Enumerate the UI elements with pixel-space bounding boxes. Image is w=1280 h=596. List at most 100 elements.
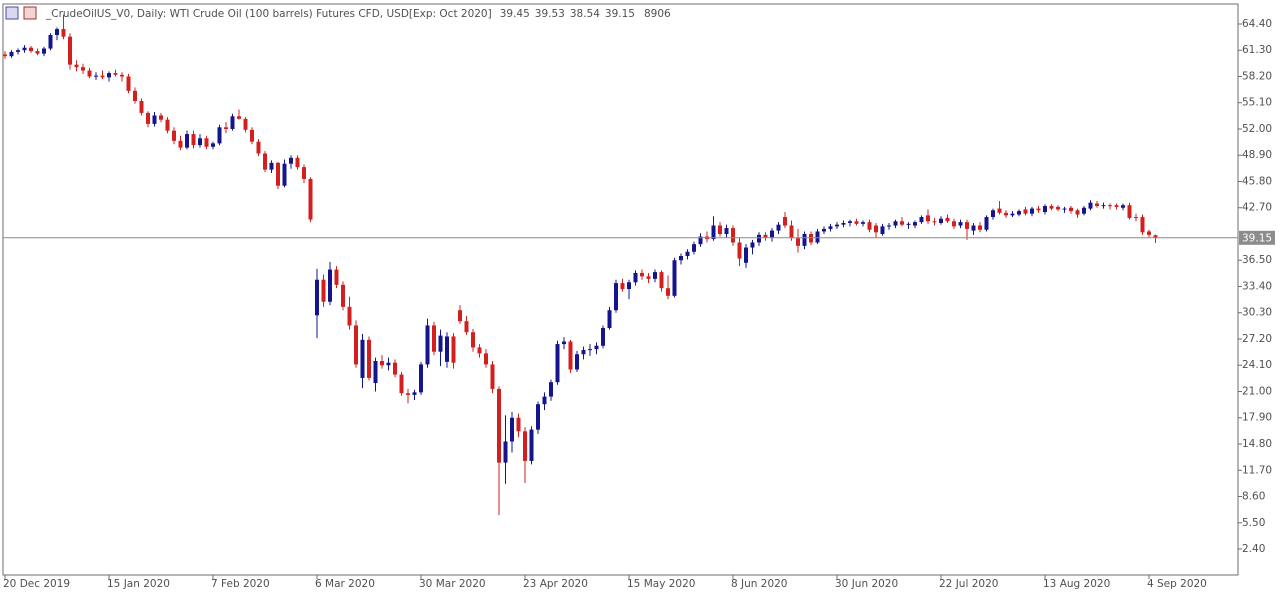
candle-body (438, 335, 443, 352)
chart-title: _CrudeOilUS_V0, Daily: WTI Crude Oil (10… (45, 8, 492, 20)
candle-body (16, 50, 20, 52)
icon (23, 6, 37, 20)
y-tick-label: 8.60 (1242, 491, 1265, 503)
y-tick-label: 5.50 (1242, 517, 1265, 529)
y-tick-label: 24.10 (1242, 359, 1272, 371)
candle-body (874, 225, 878, 233)
candle-body (646, 276, 651, 279)
candle-body (1075, 210, 1080, 215)
candle-body (126, 76, 131, 91)
candle-body (380, 361, 384, 366)
candle-body (230, 116, 235, 129)
candle-body (328, 269, 332, 302)
y-tick-label: 55.10 (1242, 97, 1272, 109)
x-tick-label: 30 Jun 2020 (835, 578, 898, 590)
candle-body (22, 47, 27, 51)
y-tick-label: 14.80 (1242, 438, 1272, 450)
candle-body (321, 279, 326, 302)
y-tick-label: 42.70 (1242, 202, 1272, 214)
candle-body (198, 138, 202, 146)
candle-body (191, 134, 196, 146)
y-tick-label: 33.40 (1242, 280, 1272, 292)
candle-body (471, 332, 475, 348)
ohlc-value: 39.15 (605, 8, 635, 20)
candle-body (120, 74, 124, 77)
ohlc-value: 38.54 (570, 8, 600, 20)
candle-body (289, 157, 293, 164)
candle-body (341, 284, 345, 307)
candle-body (711, 225, 716, 240)
candle-body (386, 362, 391, 366)
candle-body (536, 404, 540, 430)
candle-body (243, 118, 248, 130)
candle-body (165, 119, 170, 131)
candle-body (419, 364, 423, 393)
candle-body (926, 215, 930, 222)
candle-body (61, 29, 66, 37)
candle-body (497, 388, 501, 463)
candle-body (516, 417, 521, 432)
candle-body (945, 217, 950, 222)
candle-body (308, 178, 313, 220)
candle-body (100, 75, 105, 78)
candle-body (1134, 217, 1138, 219)
x-tick-label: 15 Jan 2020 (107, 578, 170, 590)
volume-value: 8906 (644, 8, 671, 20)
candle-body (737, 242, 742, 259)
ohlc-value: 39.45 (500, 8, 530, 20)
candle-body (42, 48, 46, 54)
candle-body (978, 225, 982, 230)
candle-body (991, 210, 995, 218)
candle-body (731, 228, 735, 243)
candle-body (1088, 202, 1093, 209)
candle-body (796, 238, 800, 246)
candle-body (971, 225, 976, 231)
candle-body (900, 221, 904, 225)
candle-body (55, 29, 59, 35)
y-tick-label: 45.80 (1242, 175, 1272, 187)
candle-body (282, 163, 287, 186)
candle-body (178, 140, 183, 148)
x-tick-label: 30 Mar 2020 (419, 578, 486, 590)
candle-body (276, 162, 280, 186)
candle-body (9, 51, 14, 57)
y-tick-label: 58.20 (1242, 70, 1272, 82)
candle-body (1030, 208, 1034, 214)
candle-body (373, 361, 378, 384)
candle-body (620, 283, 625, 290)
candle-body (94, 75, 98, 77)
candle-body (653, 272, 657, 279)
x-tick-label: 22 Jul 2020 (939, 578, 998, 590)
y-tick-label: 27.20 (1242, 333, 1272, 345)
x-tick-label: 8 Jun 2020 (731, 578, 787, 590)
candle-body (484, 353, 488, 365)
candle-body (958, 222, 963, 226)
candle-body (685, 251, 690, 257)
candle-body (698, 236, 703, 245)
candle-body (997, 208, 1002, 213)
candle-body (139, 101, 144, 113)
candle-body (1043, 206, 1047, 212)
candle-body (1010, 213, 1015, 216)
candle-body (1121, 205, 1125, 208)
candle-body (802, 233, 807, 246)
plot-frame (2, 3, 1239, 576)
candle-body (1062, 208, 1067, 210)
ohlc-value: 39.53 (535, 8, 565, 20)
candle-body (783, 217, 787, 226)
candle-body (360, 339, 365, 378)
candle-body (861, 222, 865, 224)
candle-body (932, 221, 937, 223)
y-tick-label: 52.00 (1242, 123, 1272, 135)
candle-body (185, 134, 189, 148)
candle-body (841, 222, 846, 225)
candle-body (133, 90, 137, 102)
candle-body (152, 115, 157, 124)
candle-body (601, 327, 605, 346)
candle-body (464, 321, 469, 333)
candle-body (107, 73, 111, 78)
candle-body (867, 222, 872, 230)
candle-body (204, 138, 209, 147)
candle-body (666, 288, 670, 296)
